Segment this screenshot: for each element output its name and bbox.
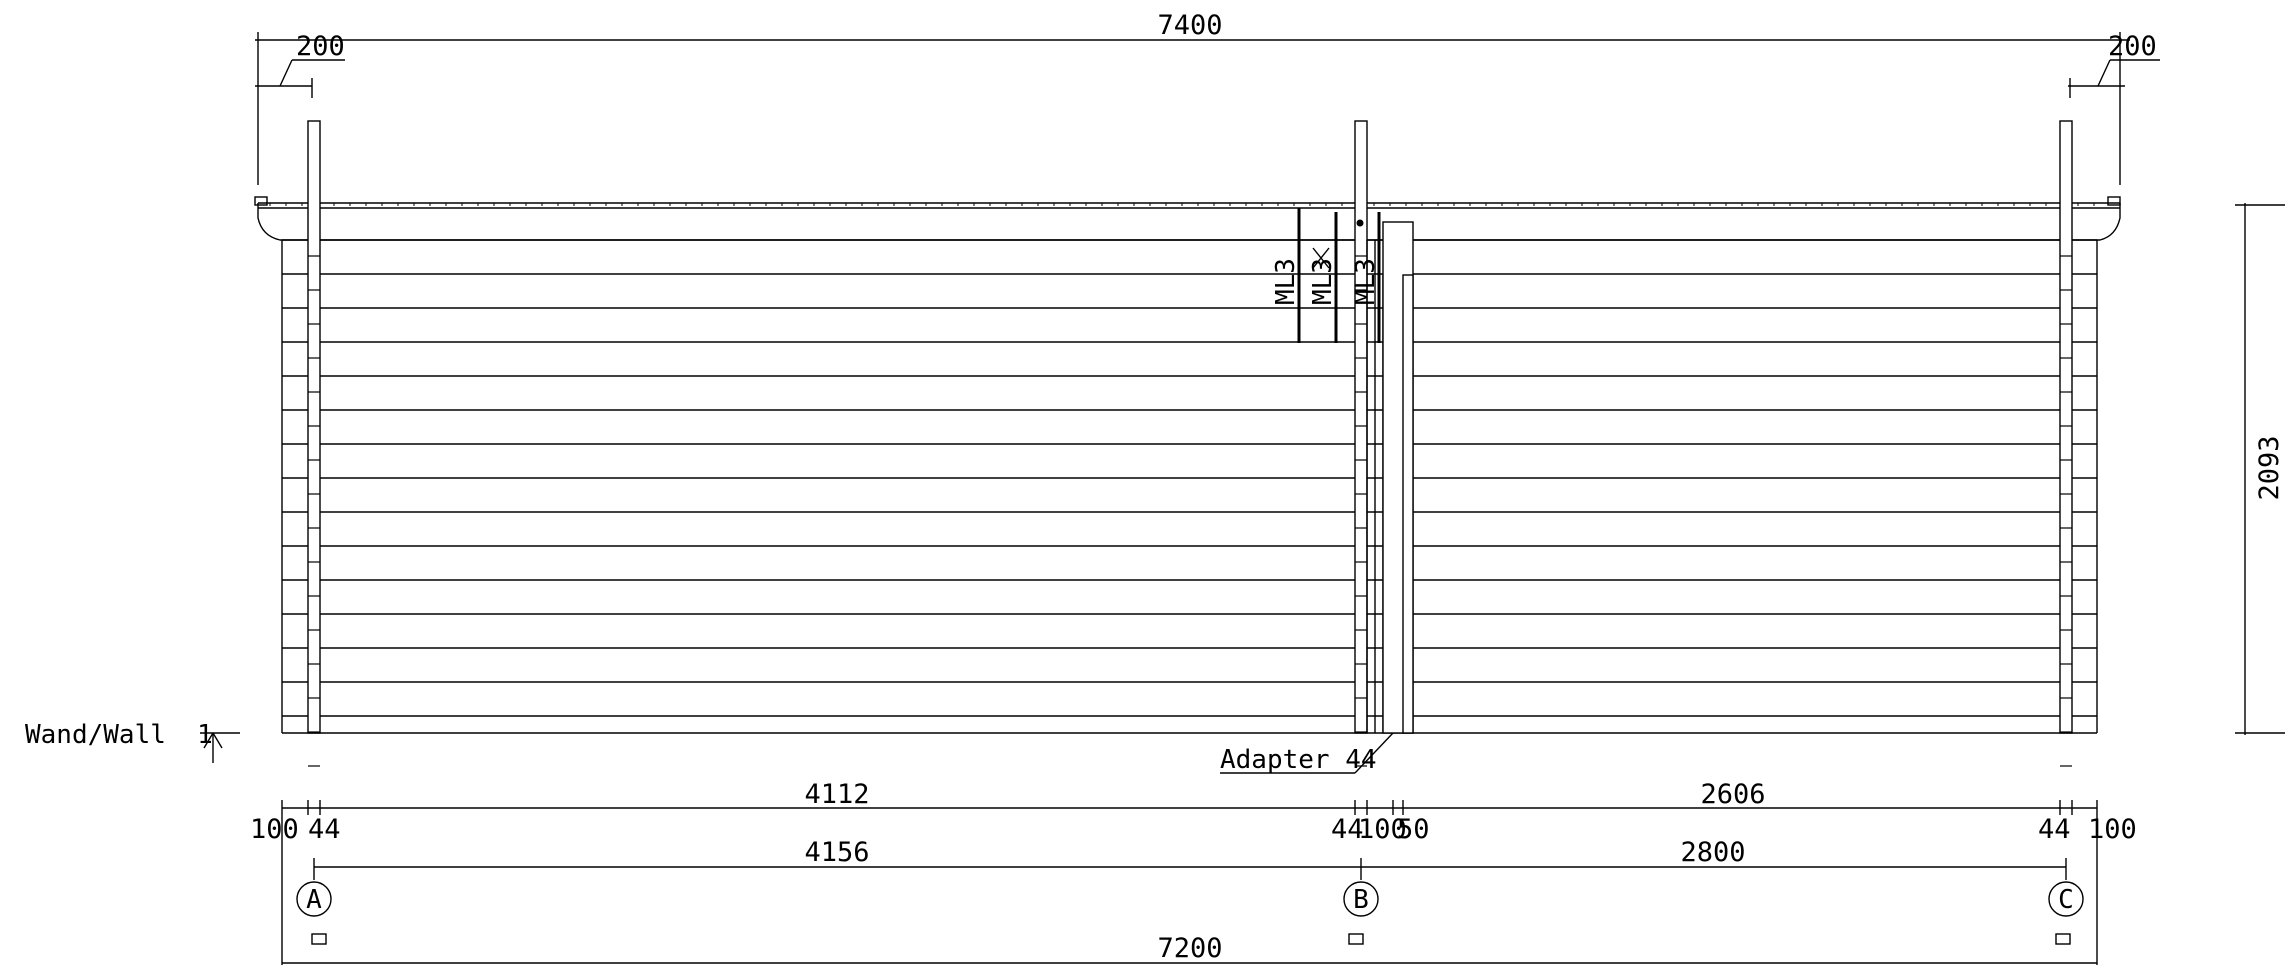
dimension-top-overall (255, 32, 2130, 185)
dim-row1-left-edge: 100 (250, 814, 299, 845)
dim-row1-right-wall: 44 (2038, 814, 2071, 845)
dimension-top-left-overhang (255, 59, 345, 98)
ml3-label-3: ML3 (1351, 258, 1381, 305)
adapter-leader (1220, 732, 1394, 774)
wall-label: Wand/Wall 1 (25, 720, 213, 750)
dimension-row-1 (281, 800, 2098, 965)
post-right (2059, 120, 2073, 734)
wall-logs (281, 240, 2098, 734)
ml3-dot (1356, 219, 1364, 227)
dim-row1-left-wall: 44 (308, 814, 341, 845)
dim-row2-span-left: 4156 (804, 837, 869, 868)
dim-row1-span-left: 4112 (804, 779, 869, 810)
dimension-height-value: 2093 (2254, 435, 2285, 500)
dimension-top-overall-value: 7400 (1157, 10, 1222, 41)
roof-edge (254, 196, 2121, 241)
dimension-height (2235, 203, 2285, 735)
ml3-markers (1297, 208, 1381, 343)
dim-row2-span-right: 2800 (1680, 837, 1745, 868)
grid-axis-b: B (1343, 881, 1379, 945)
svg-text:C: C (2058, 885, 2074, 915)
dimension-top-left-overhang-value: 200 (296, 31, 345, 62)
section-arrow-icon (200, 732, 240, 763)
dim-row1-span-right: 2606 (1700, 779, 1765, 810)
adapter-element (1366, 221, 1414, 734)
grid-axis-c: C (2048, 881, 2084, 945)
dimension-row-2 (313, 858, 2067, 880)
dimension-top-right-overhang (2068, 59, 2160, 98)
dim-row1-right-edge: 100 (2088, 814, 2137, 845)
ml3-cross (1312, 247, 1330, 269)
post-left (307, 120, 321, 734)
ml3-label-1: ML3 (1271, 258, 1301, 305)
dim-row1-middle-b: 100 (1358, 814, 1407, 845)
dim-row1-middle-a: 44 (1331, 814, 1364, 845)
svg-text:A: A (306, 885, 322, 915)
dimension-bottom-overall-value: 7200 (1157, 933, 1222, 964)
wall-log-lines (282, 239, 2097, 717)
adapter-label: Adapter 44 (1220, 745, 1377, 775)
post-middle (1354, 120, 1368, 734)
post-notches (308, 255, 2072, 767)
dimension-top-right-overhang-value: 200 (2108, 31, 2157, 62)
ml3-label-2: ML3 (1308, 258, 1338, 305)
dim-row1-middle-c: 50 (1397, 814, 1430, 845)
svg-text:B: B (1353, 885, 1369, 915)
grid-axis-a: A (296, 881, 332, 945)
